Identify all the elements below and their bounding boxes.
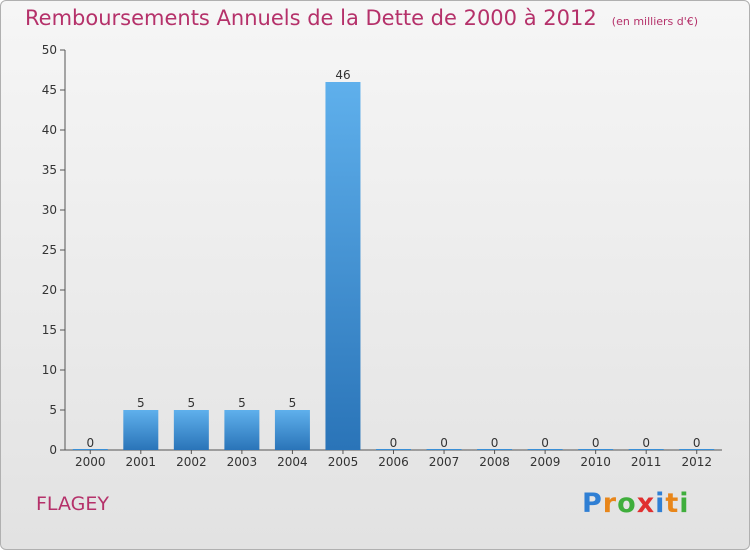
- brand-letter: i: [679, 488, 690, 519]
- chart-title: Remboursements Annuels de la Dette de 20…: [25, 6, 597, 30]
- bar: [224, 410, 260, 450]
- bar: [123, 410, 159, 450]
- value-label: 0: [440, 436, 448, 450]
- bar: [679, 449, 715, 450]
- value-label: 46: [335, 68, 350, 82]
- bar: [477, 449, 513, 450]
- x-tick-label: 2009: [530, 455, 561, 469]
- x-tick-label: 2004: [277, 455, 308, 469]
- value-label: 0: [390, 436, 398, 450]
- y-tick-label: 15: [42, 323, 57, 337]
- y-tick-label: 50: [42, 43, 57, 57]
- x-tick-label: 2011: [631, 455, 662, 469]
- x-tick-label: 2003: [227, 455, 258, 469]
- y-tick-label: 5: [49, 403, 57, 417]
- x-tick-label: 2001: [126, 455, 157, 469]
- value-label: 0: [491, 436, 499, 450]
- bar: [173, 410, 209, 450]
- value-label: 0: [642, 436, 650, 450]
- value-label: 5: [289, 396, 297, 410]
- y-tick-label: 20: [42, 283, 57, 297]
- bar: [578, 449, 614, 450]
- brand-letter: o: [617, 488, 637, 519]
- bar: [325, 82, 361, 450]
- x-tick-label: 2007: [429, 455, 460, 469]
- y-tick-label: 0: [49, 443, 57, 457]
- bar: [527, 449, 563, 450]
- value-label: 5: [137, 396, 145, 410]
- y-tick-label: 10: [42, 363, 57, 377]
- bar: [628, 449, 664, 450]
- bar: [274, 410, 310, 450]
- x-tick-label: 2002: [176, 455, 207, 469]
- value-label: 0: [541, 436, 549, 450]
- bar: [376, 449, 411, 450]
- brand-letter: t: [665, 488, 680, 519]
- value-label: 5: [238, 396, 246, 410]
- brand-logo: Proxiti: [582, 488, 690, 519]
- brand-letter: i: [655, 488, 666, 519]
- x-tick-label: 2012: [681, 455, 712, 469]
- commune-name: FLAGEY: [36, 493, 109, 515]
- y-tick-label: 35: [42, 163, 57, 177]
- x-tick-label: 2000: [75, 455, 106, 469]
- value-label: 0: [693, 436, 701, 450]
- brand-letter: x: [636, 488, 656, 519]
- brand-letter: P: [582, 488, 603, 519]
- y-tick-label: 45: [42, 83, 57, 97]
- chart-title-block: Remboursements Annuels de la Dette de 20…: [25, 6, 698, 30]
- x-tick-label: 2006: [378, 455, 409, 469]
- chart-subtitle: (en milliers d'€): [611, 15, 699, 28]
- value-label: 5: [188, 396, 196, 410]
- brand-letter: r: [602, 488, 618, 519]
- y-tick-label: 30: [42, 203, 57, 217]
- value-label: 0: [592, 436, 600, 450]
- bar: [72, 449, 108, 450]
- y-tick-label: 25: [42, 243, 57, 257]
- x-tick-label: 2010: [580, 455, 611, 469]
- value-label: 0: [86, 436, 94, 450]
- bar: [426, 449, 462, 450]
- x-tick-label: 2008: [479, 455, 510, 469]
- x-tick-label: 2005: [328, 455, 359, 469]
- y-tick-label: 40: [42, 123, 57, 137]
